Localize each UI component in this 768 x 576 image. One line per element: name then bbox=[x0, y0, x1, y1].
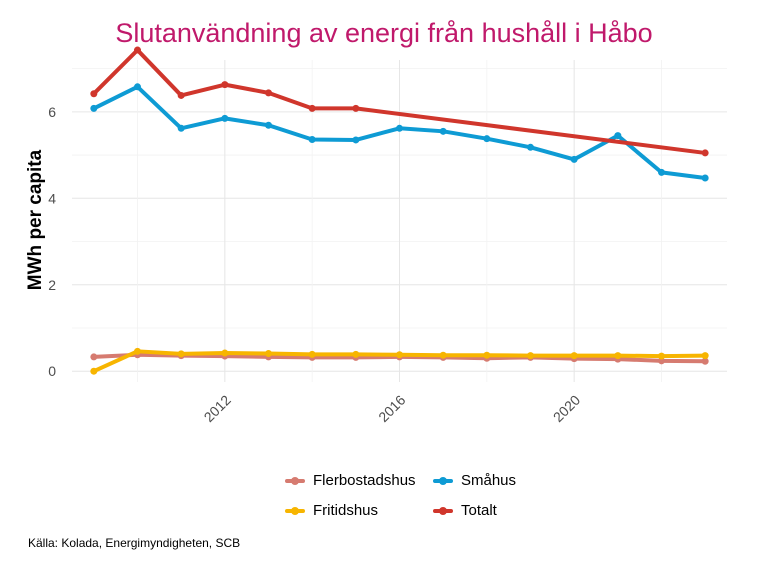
legend-label-fritidshus: Fritidshus bbox=[313, 502, 379, 519]
data-point-smahus bbox=[352, 136, 360, 144]
data-point-totalt bbox=[221, 81, 229, 89]
data-point-smahus bbox=[439, 127, 447, 135]
data-point-totalt bbox=[134, 46, 141, 54]
data-point-totalt bbox=[308, 104, 316, 112]
legend-swatch-fritidshus bbox=[285, 506, 305, 515]
data-point-smahus bbox=[90, 104, 98, 112]
series-fritidshus bbox=[90, 347, 709, 375]
data-point-fritidshus bbox=[527, 352, 534, 360]
x-tick-label: 2012 bbox=[201, 392, 234, 425]
data-point-fritidshus bbox=[90, 367, 98, 375]
data-point-smahus bbox=[570, 155, 578, 163]
data-point-flerbostadshus bbox=[701, 357, 709, 365]
data-point-smahus bbox=[658, 168, 665, 176]
data-point-smahus bbox=[396, 124, 403, 132]
legend-swatch-smahus bbox=[433, 476, 453, 485]
data-point-flerbostadshus bbox=[90, 353, 98, 361]
y-tick-label: 6 bbox=[48, 104, 56, 120]
data-point-fritidshus bbox=[221, 349, 229, 357]
data-point-totalt bbox=[177, 91, 185, 99]
data-point-fritidshus bbox=[483, 351, 491, 359]
source-note: Källa: Kolada, Energimyndigheten, SCB bbox=[28, 536, 241, 550]
y-tick-label: 2 bbox=[48, 277, 56, 293]
data-point-smahus bbox=[614, 132, 622, 140]
data-point-smahus bbox=[134, 83, 141, 91]
data-point-smahus bbox=[177, 124, 185, 132]
legend-swatch-totalt bbox=[433, 506, 453, 515]
data-point-smahus bbox=[701, 174, 709, 182]
data-point-fritidshus bbox=[614, 352, 622, 360]
legend-label-smahus: Småhus bbox=[461, 472, 517, 489]
legend-label-flerbostadshus: Flerbostadshus bbox=[313, 472, 416, 489]
legend-item-flerbostadshus: Flerbostadshus bbox=[285, 472, 416, 489]
data-point-fritidshus bbox=[265, 349, 272, 357]
y-tick-label: 4 bbox=[48, 190, 56, 206]
chart-title: Slutanvändning av energi från hushåll i … bbox=[115, 18, 653, 48]
series-group bbox=[90, 46, 709, 375]
data-point-fritidshus bbox=[308, 350, 316, 358]
legend-swatch-flerbostadshus bbox=[285, 476, 305, 485]
series-line-totalt bbox=[91, 48, 708, 155]
data-point-totalt bbox=[265, 89, 272, 97]
legend-label-totalt: Totalt bbox=[461, 502, 497, 519]
grid-lines bbox=[72, 60, 727, 382]
legend-item-smahus: Småhus bbox=[433, 472, 516, 489]
data-point-totalt bbox=[701, 149, 709, 157]
y-tick-label: 0 bbox=[48, 363, 56, 379]
data-point-fritidshus bbox=[570, 352, 578, 360]
x-axis-ticks: 2012 2016 2020 bbox=[201, 392, 584, 425]
data-point-smahus bbox=[308, 136, 316, 144]
data-point-fritidshus bbox=[396, 351, 403, 359]
data-point-fritidshus bbox=[352, 350, 360, 358]
data-point-fritidshus bbox=[658, 352, 665, 360]
data-point-smahus bbox=[221, 114, 229, 122]
y-axis-ticks: 0 2 4 6 bbox=[48, 104, 56, 379]
data-point-smahus bbox=[483, 135, 491, 143]
data-point-fritidshus bbox=[134, 347, 141, 355]
series-smahus bbox=[90, 83, 709, 182]
data-point-totalt bbox=[352, 104, 360, 112]
data-point-totalt bbox=[90, 90, 98, 98]
series-totalt bbox=[90, 46, 709, 157]
x-tick-label: 2016 bbox=[375, 392, 408, 425]
legend-item-totalt: Totalt bbox=[433, 502, 497, 519]
y-axis-label: MWh per capita bbox=[25, 149, 46, 291]
legend-item-fritidshus: Fritidshus bbox=[285, 502, 378, 519]
data-point-smahus bbox=[265, 121, 272, 129]
data-point-smahus bbox=[527, 143, 534, 151]
data-point-fritidshus bbox=[439, 351, 447, 359]
data-point-fritidshus bbox=[177, 350, 185, 358]
data-point-fritidshus bbox=[701, 352, 709, 360]
x-tick-label: 2020 bbox=[550, 392, 583, 425]
